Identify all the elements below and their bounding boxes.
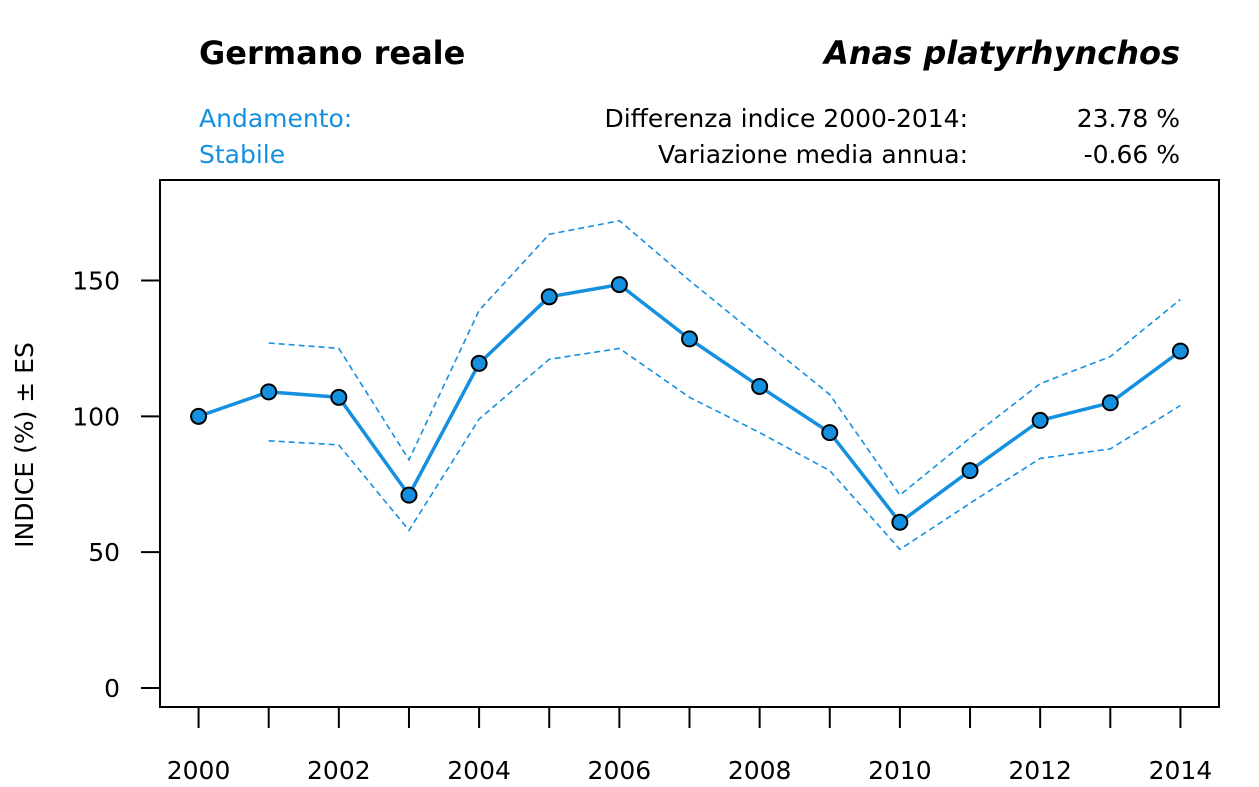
annual-variation-value: -0.66 % — [1084, 140, 1180, 169]
y-tick-label: 0 — [104, 674, 120, 703]
x-tick-label: 2000 — [167, 756, 231, 785]
lower-error-line — [268, 347, 1181, 551]
index-point — [1101, 394, 1119, 412]
index-point — [1031, 411, 1049, 429]
species-common-name: Germano reale — [199, 34, 465, 72]
y-tick-label: 100 — [72, 402, 120, 431]
series-layer — [190, 219, 1189, 551]
trend-value: Stabile — [199, 140, 285, 169]
upper-error-line — [268, 219, 1181, 497]
index-point — [821, 424, 839, 442]
index-difference-value: 23.78 % — [1077, 104, 1180, 133]
x-tick-label: 2004 — [447, 756, 511, 785]
index-point — [751, 377, 769, 395]
annual-variation-label: Variazione media annua: — [658, 140, 968, 169]
x-tick-label: 2006 — [588, 756, 652, 785]
index-point — [190, 407, 208, 425]
index-point — [400, 486, 418, 504]
x-tick-label: 2014 — [1149, 756, 1213, 785]
index-point — [260, 383, 278, 401]
y-tick-label: 50 — [88, 538, 120, 567]
index-point — [610, 276, 628, 294]
index-point — [330, 388, 348, 406]
index-difference-label: Differenza indice 2000-2014: — [604, 104, 968, 133]
axes: 0 50 100 150 2000 2002 2004 2006 2008 2010 2012 201… — [72, 267, 1212, 785]
y-axis-label: INDICE (%) ± ES — [10, 342, 39, 548]
x-tick-label: 2002 — [307, 756, 371, 785]
index-point — [681, 330, 698, 348]
trend-label: Andamento: — [199, 104, 352, 133]
index-point — [891, 513, 909, 531]
x-tick-label: 2008 — [728, 756, 792, 785]
index-point — [540, 288, 558, 306]
index-line — [198, 282, 1182, 525]
index-point — [470, 354, 488, 372]
species-scientific-name: Anas platyrhynchos — [821, 34, 1180, 72]
index-point — [961, 462, 979, 480]
x-tick-label: 2010 — [868, 756, 932, 785]
y-tick-label: 150 — [72, 267, 120, 296]
x-tick-label: 2012 — [1008, 756, 1072, 785]
index-point — [1171, 342, 1189, 360]
